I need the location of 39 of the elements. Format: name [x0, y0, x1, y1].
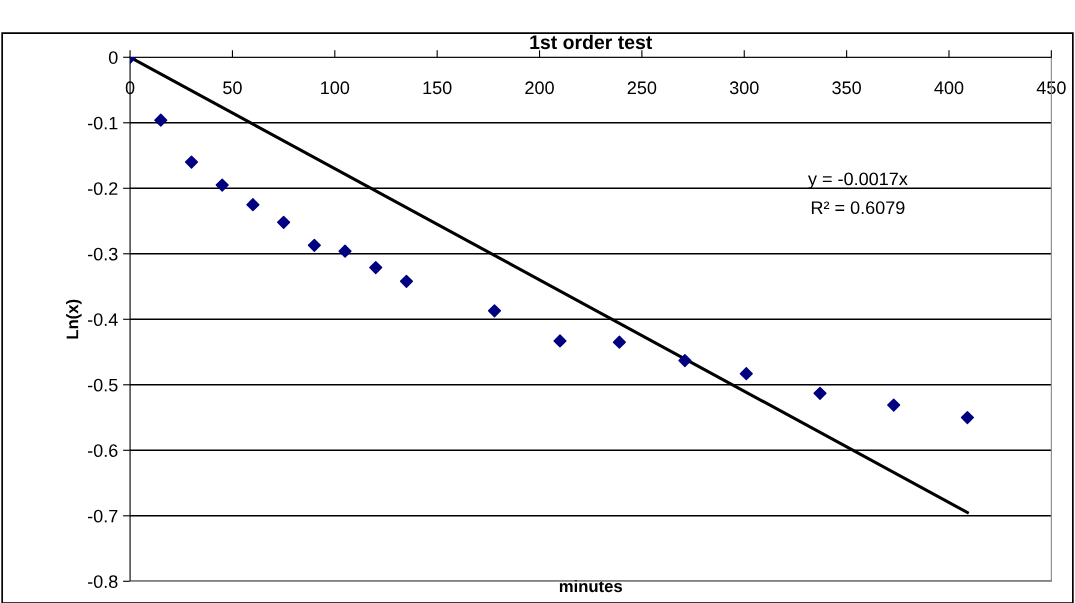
y-axis-title: Ln(x) [66, 299, 82, 339]
x-tick-label: 150 [423, 81, 452, 95]
x-tick-label: 100 [321, 81, 350, 95]
y-tick-label: -0.6 [87, 444, 118, 458]
point [487, 304, 502, 318]
point [277, 215, 291, 229]
y-tick-label: -0.3 [87, 247, 118, 261]
point [887, 398, 901, 412]
y-tick-label: -0.8 [87, 575, 118, 589]
y-tick-label: 0 [108, 51, 118, 65]
x-tick-label: 400 [934, 81, 964, 95]
x-tick-label: 50 [223, 81, 242, 95]
y-tick-label: -0.4 [87, 313, 118, 327]
point [612, 335, 626, 349]
point [399, 274, 414, 288]
x-tick-label: 300 [729, 81, 759, 95]
x-tick-label: 200 [525, 81, 554, 95]
point [739, 367, 753, 381]
chart-title: 1st order test [530, 34, 653, 50]
point [678, 353, 692, 368]
x-tick-label: 450 [1036, 81, 1066, 95]
y-tick-label: -0.5 [87, 378, 118, 392]
point [184, 155, 199, 169]
point [338, 244, 352, 258]
point [813, 386, 827, 400]
y-tick-label: -0.2 [87, 182, 118, 196]
y-tick-label: -0.7 [87, 509, 118, 523]
point [154, 113, 168, 127]
x-axis-title: minutes [559, 579, 622, 593]
point [246, 198, 260, 212]
point [215, 178, 229, 192]
annotation: R² = 0.6079 [811, 201, 905, 215]
point [960, 410, 974, 425]
point [369, 260, 383, 275]
x-tick-label: 350 [832, 81, 861, 95]
y-tick-label: -0.1 [87, 116, 118, 130]
point [307, 238, 321, 252]
x-tick-label: 250 [627, 81, 657, 95]
point [553, 334, 567, 348]
